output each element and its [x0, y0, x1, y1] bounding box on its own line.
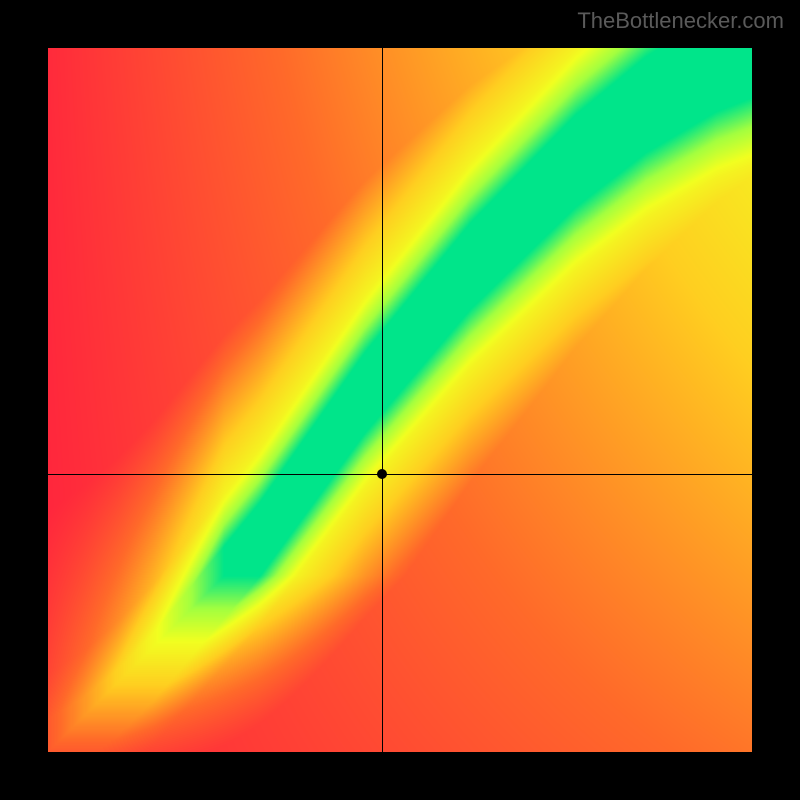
marker-dot [377, 469, 387, 479]
bottleneck-heatmap [48, 48, 752, 752]
watermark-text: TheBottlenecker.com [577, 8, 784, 34]
crosshair-vertical [382, 48, 383, 752]
heatmap-canvas [48, 48, 752, 752]
crosshair-horizontal [48, 474, 752, 475]
